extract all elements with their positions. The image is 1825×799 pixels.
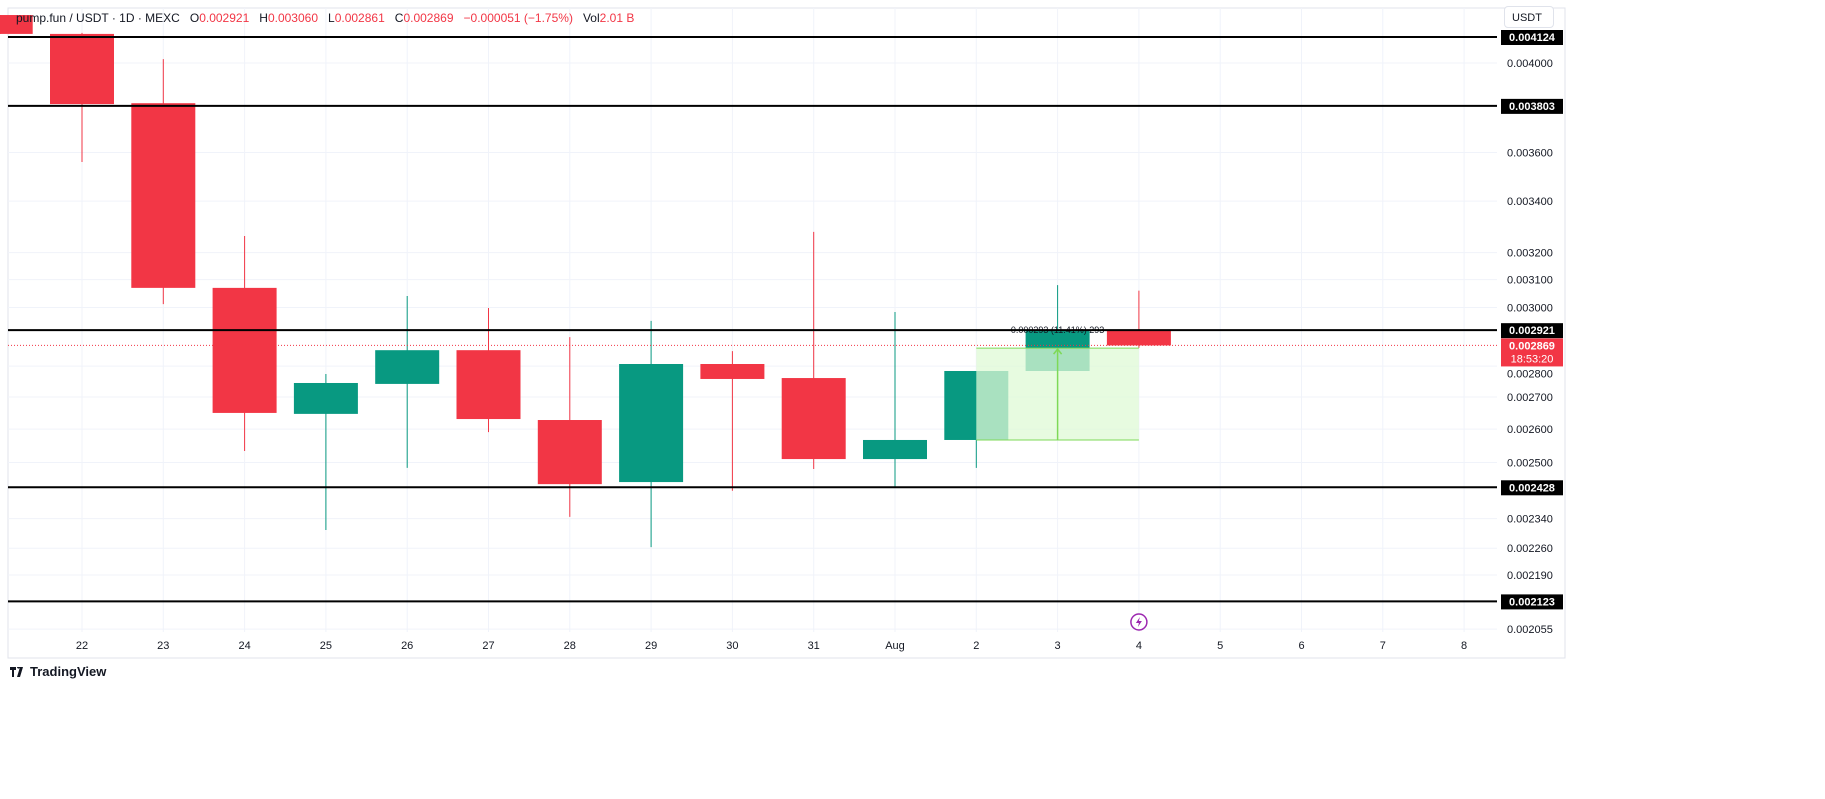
x-tick-label: 22	[76, 640, 88, 652]
y-tick-label: 0.003400	[1507, 196, 1553, 208]
candle	[781, 231, 846, 469]
candle-body	[0, 15, 33, 34]
candle-body	[619, 364, 684, 483]
x-tick-label: 29	[645, 640, 657, 652]
symbol-title[interactable]: pump.fun / USDT · 1D · MEXC	[16, 11, 180, 25]
volume-label: Vol	[582, 11, 600, 25]
current-price-label: 0.002869	[1509, 340, 1555, 352]
y-tick-label: 0.002800	[1507, 368, 1553, 380]
y-tick-label: 0.002700	[1507, 392, 1553, 404]
level-price-badge	[1501, 480, 1563, 496]
high-label: H	[259, 11, 268, 25]
candle-body	[863, 439, 927, 460]
level-price-label: 0.003803	[1509, 101, 1555, 113]
open-value: 0.002921	[199, 11, 250, 25]
candle-body	[293, 382, 358, 414]
level-price-label: 0.004124	[1509, 32, 1556, 44]
candle-body	[781, 378, 846, 460]
x-tick-label: Aug	[885, 640, 905, 652]
candle	[619, 320, 684, 548]
candle	[212, 236, 277, 451]
x-tick-label: 3	[1055, 640, 1061, 652]
change-value: −0.000051 (−1.75%)	[463, 11, 573, 25]
candle	[456, 308, 521, 433]
open-label: O	[189, 11, 200, 25]
x-tick-label: 5	[1217, 640, 1223, 652]
candle-body	[456, 350, 521, 420]
x-tick-label: 27	[482, 640, 494, 652]
candle	[537, 337, 602, 517]
currency-button[interactable]: USDT	[1504, 6, 1554, 28]
y-tick-label: 0.004000	[1507, 58, 1553, 70]
level-price-badge	[1501, 323, 1563, 339]
x-tick-label: 28	[564, 640, 576, 652]
low-value: 0.002861	[334, 11, 385, 25]
tradingview-logo-icon	[10, 666, 23, 677]
y-tick-label: 0.002190	[1507, 570, 1553, 582]
x-tick-label: 31	[808, 640, 820, 652]
level-price-label: 0.002921	[1509, 325, 1555, 337]
x-tick-label: 23	[157, 640, 169, 652]
candle	[293, 374, 358, 531]
y-tick-label: 0.003100	[1507, 275, 1553, 287]
countdown-label: 18:53:20	[1511, 353, 1554, 365]
branding-text: TradingView	[30, 664, 107, 679]
x-tick-label: 7	[1380, 640, 1386, 652]
level-price-badge	[1501, 594, 1563, 610]
tradingview-logo[interactable]: TradingView	[10, 664, 106, 679]
measure-arrow-head-icon	[1053, 347, 1063, 355]
candle-body	[375, 350, 440, 384]
y-tick-label: 0.002600	[1507, 424, 1553, 436]
x-tick-label: 2	[973, 640, 979, 652]
candle-body	[50, 33, 114, 105]
y-tick-label: 0.002500	[1507, 457, 1553, 469]
close-value: 0.002869	[403, 11, 454, 25]
x-tick-label: 6	[1298, 640, 1304, 652]
candle	[1106, 290, 1171, 348]
candle	[50, 32, 114, 163]
level-price-label: 0.002123	[1509, 596, 1555, 608]
candle	[375, 295, 440, 468]
y-tick-label: 0.002260	[1507, 543, 1553, 555]
y-tick-label: 0.003200	[1507, 248, 1553, 260]
level-price-label: 0.002428	[1509, 482, 1555, 494]
x-tick-label: 30	[726, 640, 738, 652]
candle	[0, 15, 33, 34]
candle-body	[131, 103, 196, 288]
y-tick-label: 0.002340	[1507, 514, 1553, 526]
candle-body	[212, 287, 277, 413]
candle-body	[1106, 330, 1171, 346]
y-tick-label: 0.003600	[1507, 148, 1553, 160]
candle	[131, 59, 196, 305]
candle-body	[700, 364, 765, 379]
candle-body	[537, 420, 602, 485]
y-tick-label: 0.003000	[1507, 302, 1553, 314]
symbol-legend: pump.fun / USDT · 1D · MEXC O0.002921 H0…	[16, 11, 634, 25]
x-tick-label: 25	[320, 640, 332, 652]
candle	[700, 351, 765, 491]
x-tick-label: 24	[238, 640, 250, 652]
current-price-badge	[1501, 338, 1563, 367]
low-label: L	[328, 11, 335, 25]
x-tick-label: 4	[1136, 640, 1142, 652]
level-price-badge	[1501, 30, 1563, 45]
x-tick-label: 26	[401, 640, 413, 652]
candle	[863, 312, 927, 488]
level-price-badge	[1501, 98, 1563, 114]
volume-value: 2.01 B	[599, 11, 635, 25]
high-value: 0.003060	[267, 11, 318, 25]
lightning-icon[interactable]	[1130, 613, 1148, 631]
lightning-icon-bolt	[1135, 617, 1142, 627]
y-tick-label: 0.002055	[1507, 624, 1553, 636]
x-tick-label: 8	[1461, 640, 1467, 652]
close-label: C	[394, 11, 404, 25]
